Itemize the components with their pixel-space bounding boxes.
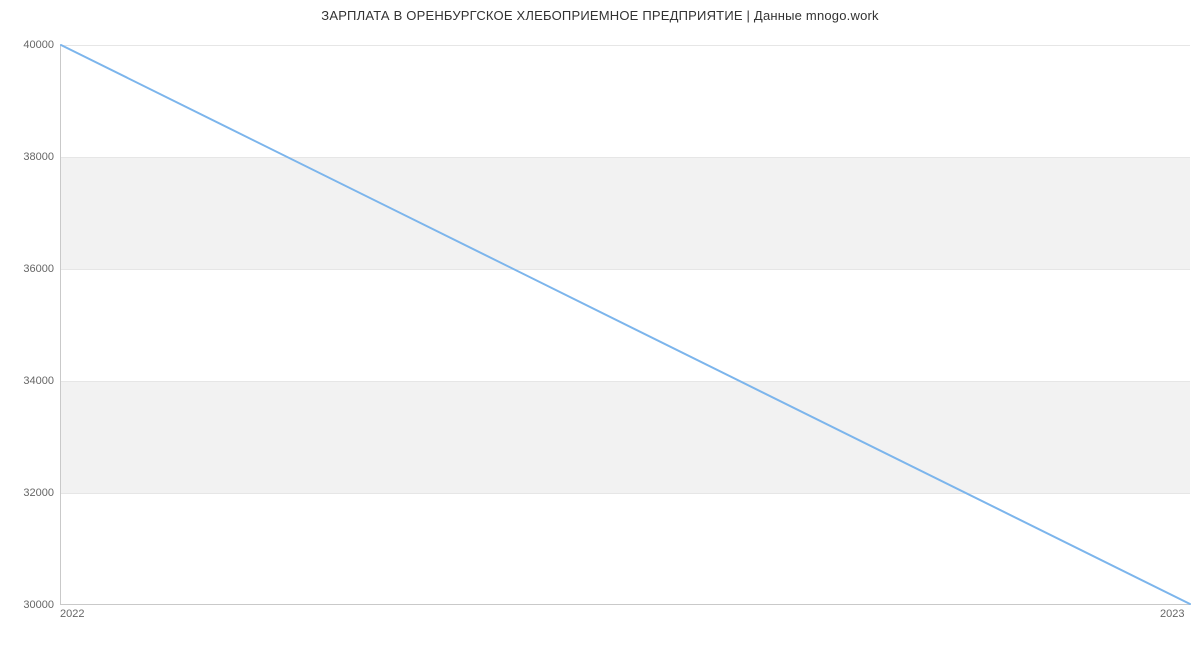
y-tick-label: 36000 (4, 263, 54, 275)
plot-area (60, 45, 1190, 605)
chart-title: ЗАРПЛАТА В ОРЕНБУРГСКОЕ ХЛЕБОПРИЕМНОЕ ПР… (0, 8, 1200, 23)
line-series-layer (61, 45, 1190, 604)
salary-line (61, 45, 1190, 604)
x-tick-label: 2023 (1160, 608, 1184, 620)
y-tick-label: 38000 (4, 151, 54, 163)
y-tick-label: 32000 (4, 487, 54, 499)
y-tick-label: 34000 (4, 375, 54, 387)
y-tick-label: 40000 (4, 39, 54, 51)
salary-line-chart: ЗАРПЛАТА В ОРЕНБУРГСКОЕ ХЛЕБОПРИЕМНОЕ ПР… (0, 0, 1200, 650)
x-tick-label: 2022 (60, 608, 84, 620)
y-tick-label: 30000 (4, 599, 54, 611)
